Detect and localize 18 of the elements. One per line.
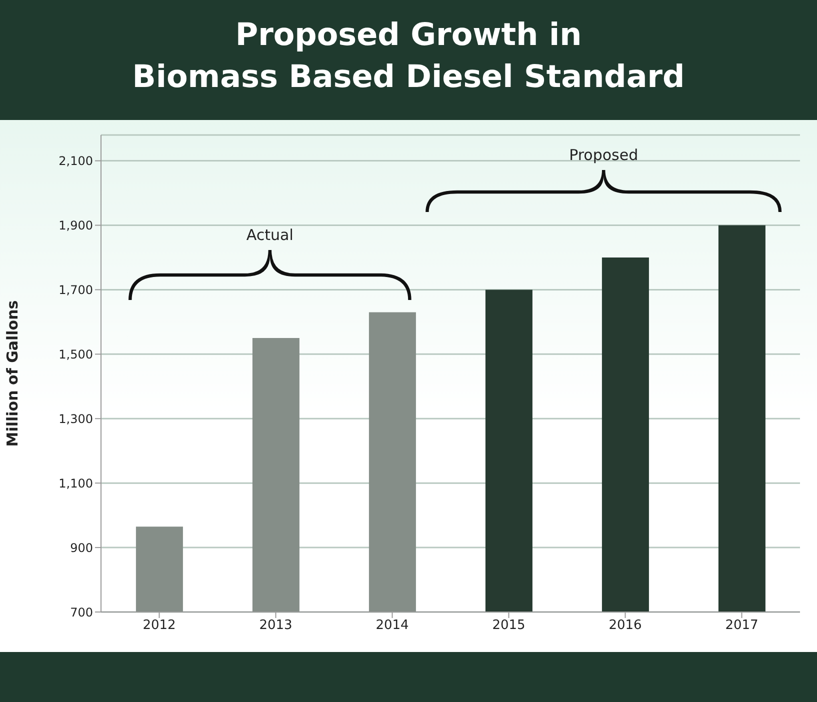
y-tick-label: 1,700 bbox=[58, 282, 93, 297]
annotation: Proposed bbox=[569, 146, 638, 164]
y-axis-title: Million of Gallons bbox=[3, 300, 22, 447]
y-tick-label: 1,500 bbox=[58, 347, 93, 362]
x-tick-label: 2014 bbox=[376, 618, 409, 634]
x-tick-label: 2016 bbox=[608, 618, 642, 634]
x-tick-label: 2012 bbox=[142, 618, 176, 634]
y-tick-label: 2,100 bbox=[58, 154, 93, 168]
y-tick-label: 1,100 bbox=[58, 476, 93, 490]
y-tick-label: 1,900 bbox=[58, 218, 93, 233]
y-tick-label: 700 bbox=[70, 605, 93, 620]
y-tick-label: 1,300 bbox=[58, 412, 93, 426]
chart-title: Proposed Growth in Biomass Based Diesel Standard bbox=[0, 0, 817, 120]
x-tick-label: 2017 bbox=[725, 618, 758, 634]
x-tick-label: 2015 bbox=[492, 618, 526, 634]
x-tick-label: 2013 bbox=[259, 618, 292, 634]
annotation: Actual bbox=[246, 226, 294, 244]
y-tick-label: 900 bbox=[70, 540, 93, 555]
